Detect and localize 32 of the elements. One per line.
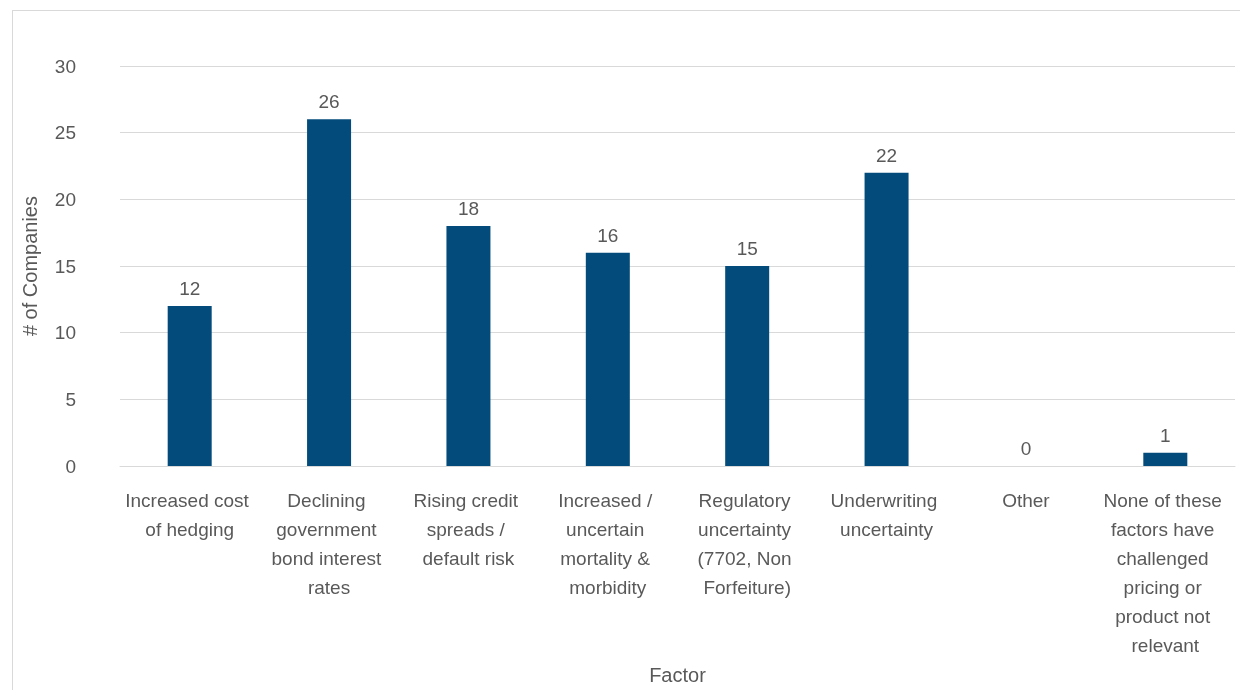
bar [446,226,491,467]
data-label: 15 [736,238,758,260]
data-label: 26 [318,91,340,113]
bar [1143,452,1188,467]
bar [864,172,909,467]
data-label: 1 [1160,424,1171,446]
data-label: 16 [597,224,619,246]
y-tick-label: 30 [54,55,76,77]
y-tick-label: 25 [54,122,76,144]
x-tick-label: Regulatory uncertainty (7702, Non Forfeiture) [697,490,797,599]
data-label: 12 [179,278,201,300]
y-axis-title: # of Companies [19,196,41,337]
y-tick-label: 10 [54,322,76,344]
y-tick-label: 0 [65,455,76,477]
x-axis-title: Factor [649,664,707,686]
y-tick-label: 20 [54,188,76,210]
bar [585,252,630,467]
x-tick-label: Increased cost of hedging [125,490,255,541]
data-label: 0 [1020,438,1032,460]
x-tick-label: None of these factors have challenged pricing or product not relevant [1103,490,1228,657]
y-tick-label: 5 [65,388,76,410]
bar [167,306,212,467]
x-tick-label: Declining government bond interest rates [271,490,387,599]
y-tick-label: 15 [54,255,76,277]
data-label: 22 [875,144,898,166]
x-tick-label: Underwriting uncertainty [830,490,943,541]
bar [725,266,770,467]
x-tick-label: Rising credit spreads / default risk [413,490,524,570]
bar [307,119,352,467]
data-label: 18 [457,198,480,220]
x-tick-label: Increased / uncertain mortality & morbidity [558,490,658,599]
x-tick-label: Other [1002,490,1051,512]
